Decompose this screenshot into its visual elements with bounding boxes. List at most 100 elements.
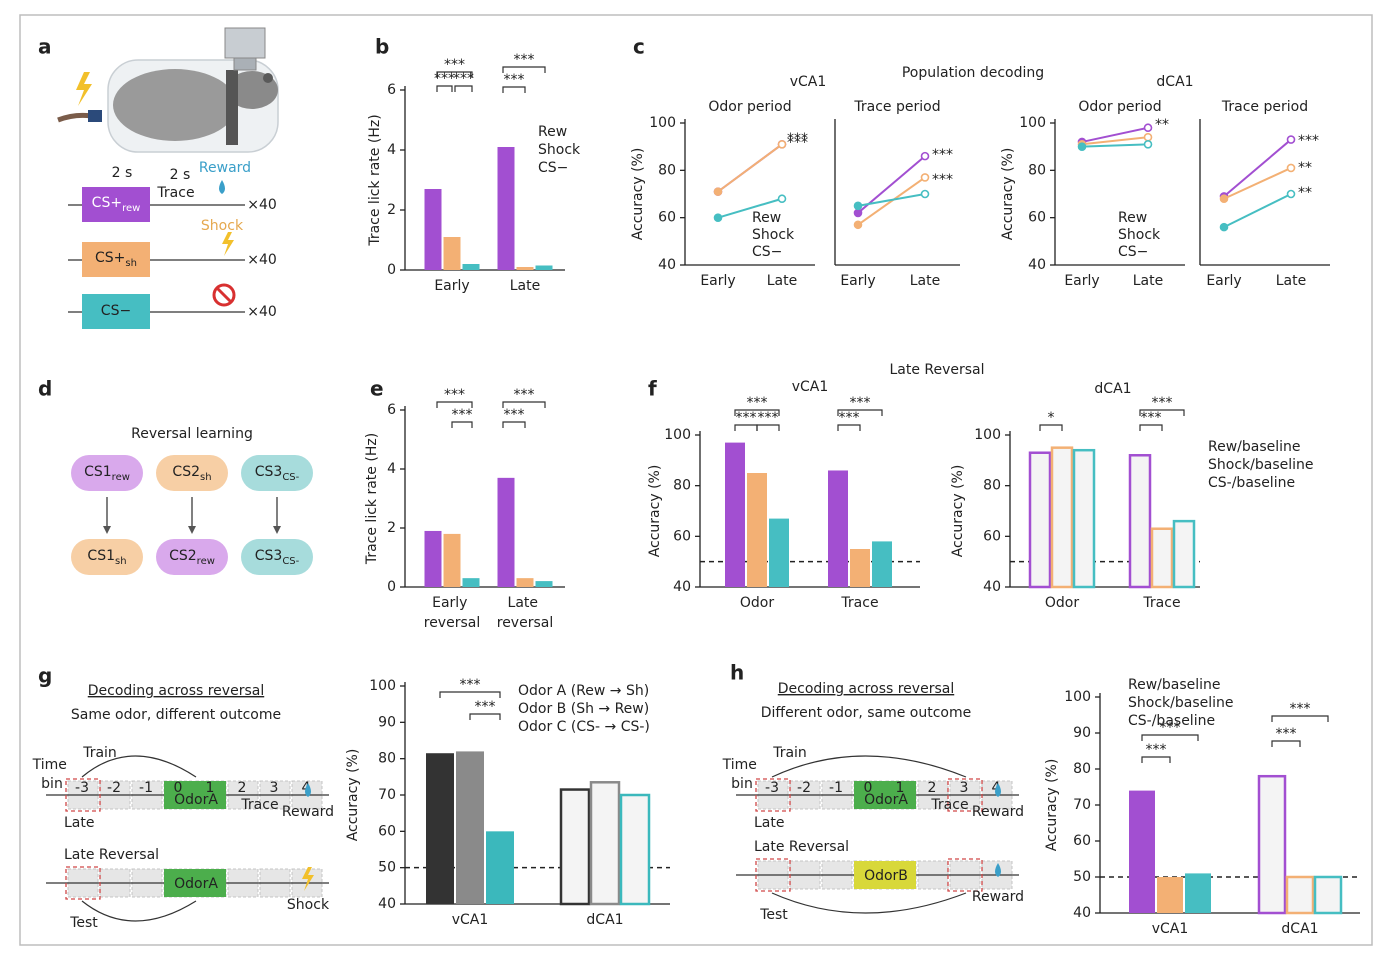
diagram-text: 3 (960, 780, 969, 796)
significance: *** (475, 699, 496, 715)
legend-entry: Shock (752, 227, 795, 243)
y-tick-label: 50 (378, 860, 396, 876)
x-tick-label: vCA1 (1152, 921, 1189, 937)
pill (241, 455, 313, 491)
y-tick-label: 40 (1028, 257, 1046, 273)
late-window (947, 858, 983, 892)
x-tick-label: Late reversal (497, 595, 553, 631)
y-tick-label: 80 (378, 751, 396, 767)
point (1143, 123, 1153, 133)
late-window (755, 858, 791, 892)
cue-label: CS+rew (92, 195, 141, 214)
x-tick-label: Late (1133, 273, 1163, 289)
x-tick-label: dCA1 (1281, 921, 1318, 937)
significance: *** (1298, 133, 1319, 149)
y-tick-label: 80 (1028, 162, 1046, 178)
diagram-text: Decoding across reversal (778, 681, 954, 697)
y-tick-label: 70 (378, 787, 396, 803)
legend-entry: Shock/baseline (1208, 457, 1314, 473)
diagram-text: Different odor, same outcome (761, 705, 972, 721)
bar (443, 533, 461, 587)
x-tick-label: Early (700, 273, 735, 289)
diagram-text: -2 (107, 780, 121, 796)
legend-entry: Rew (752, 210, 781, 226)
significance: *** (850, 395, 871, 411)
significance: *** (504, 407, 525, 423)
cue-label: CS+sh (95, 250, 137, 269)
legend-entry: Shock/baseline (1128, 695, 1234, 711)
significance-bracket (837, 424, 861, 431)
significance: *** (932, 172, 953, 188)
x-tick-label: vCA1 (452, 912, 489, 928)
y-tick-label: 4 (387, 461, 396, 477)
bar (828, 470, 848, 587)
significance: ** (1298, 185, 1312, 201)
significance-bracket (436, 71, 473, 78)
legend-entry: Shock (538, 142, 581, 158)
bar (1128, 454, 1152, 589)
time-bin-word: bin (731, 776, 753, 792)
repeat: ×40 (247, 197, 277, 213)
diagram-text: Reward (972, 889, 1024, 905)
pill-text: CS1 (84, 464, 112, 480)
bar (426, 753, 454, 904)
legend-entry: CS− (1118, 244, 1148, 260)
diagram-text: OdorB (864, 868, 908, 884)
bar (1072, 448, 1096, 589)
point (920, 173, 930, 182)
test-arc (81, 900, 197, 922)
bar (747, 473, 767, 587)
bar (424, 189, 442, 270)
diagram-text: 1 (206, 780, 215, 796)
trace-label: Trace (156, 185, 194, 201)
y-tick-label: 100 (664, 427, 691, 443)
y-axis-label: Accuracy (%) (1044, 759, 1060, 852)
odor-box (854, 781, 916, 809)
pill-sub: rew (112, 472, 130, 483)
x-tick-label: Early (434, 278, 469, 294)
y-tick-label: 40 (673, 579, 691, 595)
y-tick-label: 60 (673, 528, 691, 544)
pill-text: CS3 (255, 548, 283, 564)
series-line (1081, 143, 1149, 148)
time-bin-word: bin (41, 776, 63, 792)
point (1219, 222, 1229, 232)
significance: ** (1298, 160, 1312, 176)
legend-entry: CS-/baseline (1208, 475, 1295, 491)
significance: *** (444, 57, 465, 73)
diagram-text: 3 (270, 780, 279, 796)
pill (156, 539, 228, 575)
odor-box (164, 869, 226, 897)
point (1077, 142, 1087, 151)
pill-label: CS1rew (84, 464, 130, 483)
significance-bracket (454, 85, 473, 92)
x-tick-label: Early reversal (424, 595, 480, 631)
panel-label: f (648, 377, 657, 401)
pill-sub: sh (200, 472, 212, 483)
bar (1285, 875, 1315, 915)
x-tick-label: Late (1276, 273, 1306, 289)
odor-box (854, 861, 916, 889)
y-tick-label: 0 (387, 262, 396, 278)
diagram-text: Train (772, 745, 807, 761)
y-tick-label: 90 (1073, 725, 1091, 741)
y-tick-label: 0 (387, 579, 396, 595)
bar (1050, 446, 1074, 589)
panel-label: g (38, 664, 52, 688)
x-tick-line: reversal (424, 615, 480, 631)
diagram-text: Test (759, 907, 788, 923)
point (1219, 194, 1229, 204)
repeat: ×40 (247, 304, 277, 320)
diagram-text: -2 (797, 780, 811, 796)
diagram-text: 0 (174, 780, 183, 796)
point (713, 187, 723, 196)
bar (424, 530, 442, 587)
diagram-text: 2 (928, 780, 937, 796)
bar (619, 793, 651, 906)
bar (462, 578, 480, 587)
diagram-text: Test (69, 915, 98, 931)
significance: *** (1276, 726, 1297, 742)
bar (497, 147, 515, 270)
significance: *** (1152, 395, 1173, 411)
